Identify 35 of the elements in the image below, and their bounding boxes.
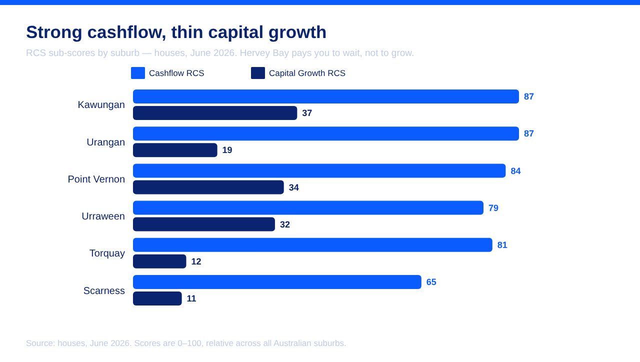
y-tick-label: Urangan (86, 137, 125, 148)
chart-subtitle: RCS sub-scores by suburb — houses, June 2026. Hervey Bay pays you to wait, not to grow. (26, 48, 414, 59)
bar (133, 238, 492, 252)
bar (133, 275, 422, 290)
bar (133, 143, 218, 158)
bar (133, 106, 298, 120)
bar (133, 89, 519, 104)
legend-label: Cashflow RCS (149, 68, 205, 78)
data-label: 19 (222, 145, 232, 156)
y-tick-label: Point Vernon (68, 174, 125, 186)
bar (133, 254, 186, 268)
data-label: 84 (510, 166, 521, 176)
bar (133, 292, 182, 306)
data-label: 37 (302, 108, 312, 118)
y-tick-label: Urraween (82, 212, 125, 223)
source-note: Source: houses, June 2026. Scores are 0–100, relative across all Australian suburbs. (26, 338, 346, 348)
data-label: 87 (524, 128, 534, 139)
bar (133, 217, 275, 232)
bar (133, 180, 284, 194)
data-label: 81 (497, 240, 508, 250)
data-label: 12 (191, 256, 202, 267)
y-tick-label: Kawungan (78, 100, 125, 112)
data-label: 32 (280, 219, 290, 230)
bar (133, 200, 484, 215)
data-label: 87 (524, 92, 534, 102)
bar (133, 164, 506, 178)
data-label: 79 (488, 202, 499, 213)
data-label: 34 (288, 182, 299, 192)
data-label: 65 (426, 277, 436, 288)
chart-title: Strong cashflow, thin capital growth (26, 22, 327, 42)
data-label: 11 (186, 294, 196, 304)
legend-label: Capital Growth RCS (269, 68, 346, 78)
y-tick-label: Torquay (89, 248, 125, 260)
bar (133, 126, 519, 141)
y-tick-label: Scarness (83, 286, 125, 297)
